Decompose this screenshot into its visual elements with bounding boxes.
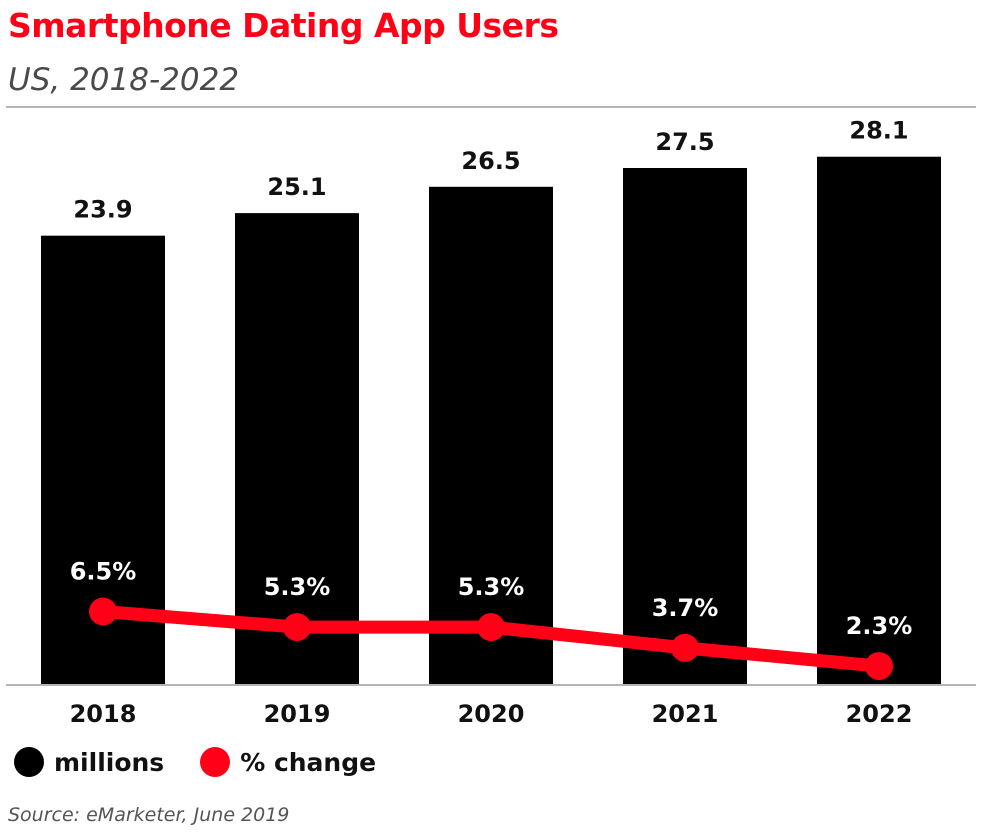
source-note: Source: eMarketer, June 2019 (8, 804, 290, 826)
percent-change-label-2022: 2.3% (846, 612, 913, 640)
bar-2021 (623, 168, 747, 685)
bar-value-label-2018: 23.9 (73, 196, 132, 224)
percent-change-point-2019 (283, 613, 311, 642)
chart-title: Smartphone Dating App Users (8, 6, 559, 45)
percent-change-label-2021: 3.7% (652, 594, 719, 622)
bar-value-label-2021: 27.5 (655, 128, 714, 156)
percent-change-label-2019: 5.3% (264, 573, 331, 601)
bar-2022 (817, 156, 941, 686)
x-tick-label-2022: 2022 (846, 700, 913, 728)
percent-change-point-2018 (89, 597, 117, 626)
percent-change-point-2022 (865, 652, 893, 681)
bar-value-label-2022: 28.1 (849, 117, 908, 145)
percent-change-label-2020: 5.3% (458, 573, 525, 601)
bar-line-chart: 23.9 2018 25.1 2019 26.5 2020 27.5 2021 28.1 2022… (6, 106, 976, 728)
legend-item-millions: millions (14, 747, 164, 777)
percent-change-point-2021 (671, 633, 699, 662)
percent-change-point-2020 (477, 613, 505, 642)
legend-item-percent-change: % change (200, 747, 376, 777)
bar-value-label-2019: 25.1 (267, 173, 326, 201)
legend-label-millions: millions (54, 747, 165, 777)
labels-layer: 23.9 2018 25.1 2019 26.5 2020 27.5 2021 28.1 2022… (70, 117, 913, 728)
legend-swatch-millions (14, 747, 44, 777)
chart-subtitle: US, 2018-2022 (8, 62, 240, 98)
bars-layer (41, 156, 941, 686)
legend-label-percent-change: % change (240, 747, 377, 777)
x-tick-label-2021: 2021 (652, 700, 719, 728)
x-tick-label-2019: 2019 (264, 700, 331, 728)
x-tick-label-2020: 2020 (458, 700, 525, 728)
percent-change-label-2018: 6.5% (70, 558, 137, 586)
chart-legend: millions % change (14, 747, 412, 777)
bar-2020 (429, 186, 553, 686)
legend-swatch-percent-change (200, 747, 231, 777)
bar-2019 (235, 213, 359, 685)
bar-value-label-2020: 26.5 (461, 147, 520, 175)
x-tick-label-2018: 2018 (70, 700, 137, 728)
line-layer (89, 597, 893, 681)
